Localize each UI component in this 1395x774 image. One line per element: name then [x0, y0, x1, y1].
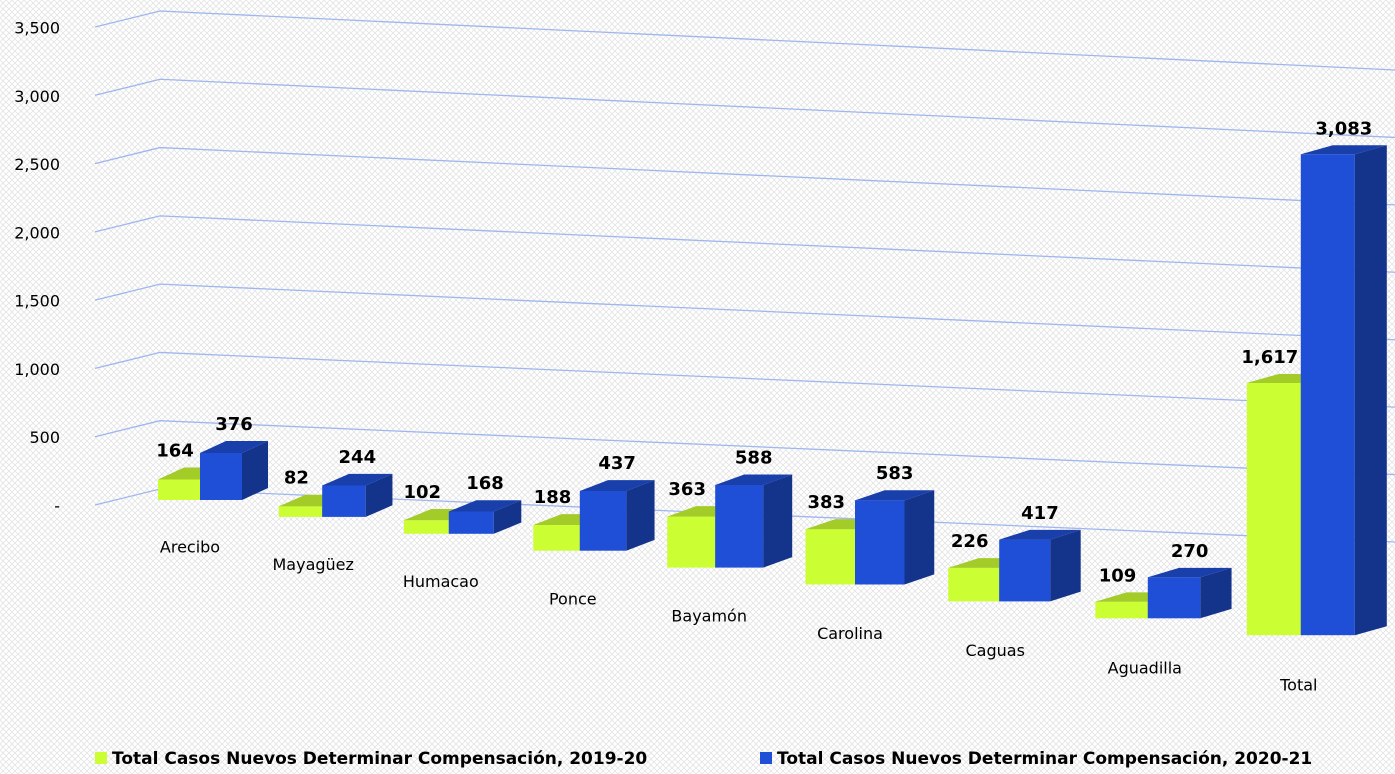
bar-side: [242, 441, 268, 500]
bar: [1300, 154, 1355, 636]
bar: [200, 453, 242, 500]
grid-line: [94, 146, 1395, 206]
bar: [278, 506, 323, 517]
grid-line: [94, 78, 1395, 139]
value-label: 437: [598, 453, 636, 474]
y-tick-label: 3,500: [14, 19, 60, 38]
x-tick-label: Bayamón: [671, 607, 747, 626]
value-label: 588: [735, 447, 773, 468]
value-label: 109: [1099, 565, 1137, 586]
bar: [1095, 601, 1148, 619]
bar-top: [715, 474, 793, 485]
x-tick-label: Ponce: [549, 589, 597, 608]
y-tick-label: 1,500: [14, 292, 60, 311]
bar-top: [999, 529, 1081, 540]
bar: [1246, 382, 1301, 636]
grid-line: [94, 283, 1395, 341]
bar-side: [493, 500, 522, 534]
y-tick-label: 2,000: [14, 223, 60, 242]
x-tick-label: Total: [1279, 676, 1317, 695]
bar-side: [1354, 145, 1387, 636]
x-tick-label: Humacao: [403, 572, 479, 591]
value-label: 383: [807, 492, 845, 513]
y-tick-label: 500: [29, 428, 60, 447]
bar: [1147, 577, 1201, 619]
value-label: 270: [1171, 541, 1209, 562]
x-tick-label: Caguas: [965, 641, 1024, 660]
grid-line: [94, 351, 1395, 408]
value-label: 164: [156, 441, 194, 462]
bar-side: [626, 480, 655, 551]
bar: [448, 511, 494, 534]
x-tick-label: Mayagüez: [272, 555, 353, 574]
bar: [322, 485, 366, 517]
value-label: 226: [951, 531, 989, 552]
value-label: 3,083: [1315, 118, 1372, 139]
bar-top: [448, 500, 522, 512]
bar-side: [763, 474, 793, 568]
legend-label: Total Casos Nuevos Determinar Compensaci…: [777, 749, 1312, 769]
bar: [533, 525, 580, 551]
value-label: 376: [215, 414, 253, 435]
legend-swatch: [95, 752, 107, 764]
legend-swatch: [760, 752, 772, 764]
value-label: 583: [876, 463, 914, 484]
bar-top: [855, 490, 935, 501]
x-tick-label: Aguadilla: [1108, 658, 1182, 677]
x-tick-label: Arecibo: [160, 538, 220, 557]
value-label: 102: [404, 482, 442, 503]
bar: [667, 516, 716, 568]
bar-side: [1050, 529, 1081, 602]
value-label: 82: [284, 468, 309, 489]
bar: [403, 520, 449, 534]
y-tick-label: -: [54, 497, 60, 516]
y-tick-label: 1,000: [14, 360, 60, 379]
value-label: 363: [668, 479, 706, 500]
grid-line: [94, 10, 1395, 71]
value-label: 1,617: [1241, 347, 1298, 368]
bar-top: [200, 441, 268, 453]
bar-top: [322, 473, 393, 486]
bar: [715, 484, 764, 568]
bar-side: [365, 473, 393, 517]
value-label: 188: [534, 487, 572, 508]
value-label: 244: [339, 447, 377, 468]
legend-label: Total Casos Nuevos Determinar Compensaci…: [112, 749, 647, 769]
x-tick-label: Carolina: [817, 624, 883, 643]
value-label: 417: [1021, 503, 1059, 524]
grid-line: [94, 420, 1395, 476]
bar: [999, 539, 1051, 602]
bar-top: [579, 480, 655, 491]
bar-side: [904, 490, 935, 585]
bar: [948, 567, 1000, 602]
bar: [805, 529, 855, 585]
grid-line: [94, 215, 1395, 273]
bar-side: [1200, 567, 1232, 619]
bar-top: [1147, 567, 1232, 578]
bar: [158, 479, 200, 500]
bar: [855, 500, 905, 585]
value-label: 168: [466, 473, 504, 494]
y-tick-label: 2,500: [14, 155, 60, 174]
bar-top: [1300, 145, 1387, 155]
y-tick-label: 3,000: [14, 87, 60, 106]
bar: [579, 490, 627, 551]
